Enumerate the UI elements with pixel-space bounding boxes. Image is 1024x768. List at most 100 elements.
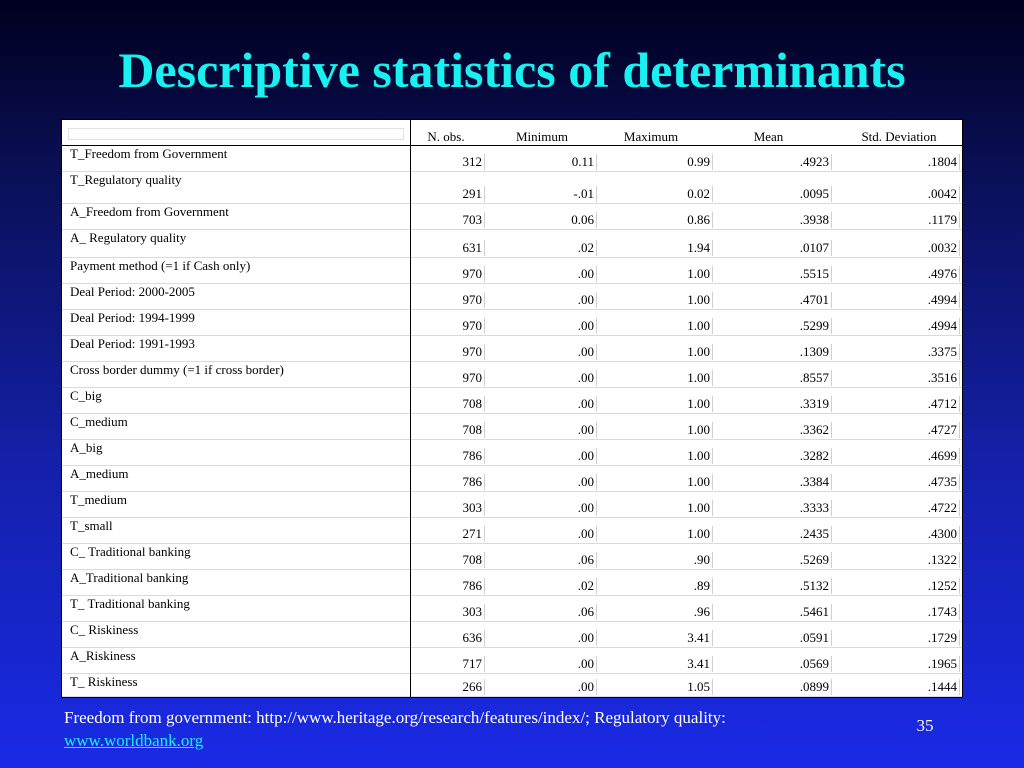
table-cell: .4727: [836, 422, 960, 438]
table-row: 970 .00 1.00.8557.3516: [411, 362, 962, 388]
row-label: Cross border dummy (=1 if cross border): [62, 362, 410, 388]
table-cell: 708: [411, 422, 485, 438]
table-cell: 0.06: [499, 212, 597, 228]
row-label: Deal Period: 1991-1993: [62, 336, 410, 362]
table-cell: .1804: [836, 154, 960, 170]
data-columns: N. obs. Minimum Maximum Mean Std. Deviat…: [411, 120, 962, 697]
table-row: 271 .00 1.00.2435.4300: [411, 518, 962, 544]
row-labels-column: T_Freedom from Government T_Regulatory qu…: [62, 120, 411, 697]
slide-number: 35: [916, 716, 934, 735]
table-row: 708 .06.90.5269.1322: [411, 544, 962, 570]
table-row: 708 .00 1.00.3362.4727: [411, 414, 962, 440]
table-cell: .00: [499, 526, 597, 542]
table-cell: .00: [499, 474, 597, 490]
row-label: A_Traditional banking: [62, 570, 410, 596]
table-cell: .4994: [836, 318, 960, 334]
table-cell: .0569: [716, 656, 832, 672]
table-cell: 786: [411, 448, 485, 464]
table-cell: 1.94: [601, 240, 713, 256]
table-cell: .1322: [836, 552, 960, 568]
table-cell: .0042: [836, 186, 960, 202]
table-cell: .00: [499, 656, 597, 672]
table-cell: 1.00: [601, 474, 713, 490]
table-cell: 708: [411, 396, 485, 412]
table-cell: .1965: [836, 656, 960, 672]
table-cell: .4994: [836, 292, 960, 308]
row-label: A_Freedom from Government: [62, 204, 410, 230]
table-cell: 0.02: [601, 186, 713, 202]
column-header-row: N. obs. Minimum Maximum Mean Std. Deviat…: [411, 120, 962, 146]
table-cell: .06: [499, 552, 597, 568]
table-cell: .4300: [836, 526, 960, 542]
table-cell: 0.99: [601, 154, 713, 170]
row-label: A_Riskiness: [62, 648, 410, 674]
table-row: 303 .06.96.5461.1743: [411, 596, 962, 622]
table-cell: 1.00: [601, 266, 713, 282]
table-cell: .1729: [836, 630, 960, 646]
table-row: 786 .00 1.00.3282.4699: [411, 440, 962, 466]
table-cell: 1.00: [601, 344, 713, 360]
table-row: 708 .00 1.00.3319.4712: [411, 388, 962, 414]
table-cell: .02: [499, 578, 597, 594]
source-footnote: Freedom from government: http://www.heri…: [64, 706, 864, 752]
row-label: C_medium: [62, 414, 410, 440]
table-cell: .90: [601, 552, 713, 568]
table-cell: .00: [499, 318, 597, 334]
table-cell: .0032: [836, 240, 960, 256]
table-cell: .1252: [836, 578, 960, 594]
table-cell: .5515: [716, 266, 832, 282]
table-cell: 1.00: [601, 500, 713, 516]
table-cell: .4976: [836, 266, 960, 282]
table-cell: 1.00: [601, 396, 713, 412]
table-cell: 708: [411, 552, 485, 568]
row-label: T_ Riskiness: [62, 674, 410, 697]
row-label: C_ Riskiness: [62, 622, 410, 648]
table-cell: 266: [411, 679, 485, 695]
row-label: Payment method (=1 if Cash only): [62, 258, 410, 284]
table-row: 291 -.01 0.02.0095.0042: [411, 172, 962, 204]
table-cell: 291: [411, 186, 485, 202]
table-cell: .1743: [836, 604, 960, 620]
column-header-n-obs: N. obs.: [427, 129, 465, 144]
table-cell: 786: [411, 578, 485, 594]
table-cell: 1.00: [601, 318, 713, 334]
row-label: A_big: [62, 440, 410, 466]
table-cell: 0.86: [601, 212, 713, 228]
table-cell: 303: [411, 604, 485, 620]
table-row: 970 .00 1.00.5515.4976: [411, 258, 962, 284]
table-cell: .00: [499, 292, 597, 308]
table-row: 970 .00 1.00.1309.3375: [411, 336, 962, 362]
table-cell: 3.41: [601, 656, 713, 672]
table-cell: .3384: [716, 474, 832, 490]
table-row: 786 .02.89.5132.1252: [411, 570, 962, 596]
table-cell: .1309: [716, 344, 832, 360]
table-cell: 303: [411, 500, 485, 516]
table-cell: .4699: [836, 448, 960, 464]
table-cell: 631: [411, 240, 485, 256]
row-label: C_big: [62, 388, 410, 414]
table-cell: .5269: [716, 552, 832, 568]
row-label: C_ Traditional banking: [62, 544, 410, 570]
row-label: A_medium: [62, 466, 410, 492]
worldbank-link[interactable]: www.worldbank.org: [64, 731, 204, 750]
column-header-mean: Mean: [753, 129, 784, 144]
table-cell: .0095: [716, 186, 832, 202]
table-cell: 1.00: [601, 448, 713, 464]
table-row: 312 0.11 0.99.4923.1804: [411, 146, 962, 172]
table-cell: .4712: [836, 396, 960, 412]
table-cell: 970: [411, 318, 485, 334]
table-cell: .00: [499, 396, 597, 412]
table-cell: 1.00: [601, 292, 713, 308]
row-label: Deal Period: 1994-1999: [62, 310, 410, 336]
table-cell: .00: [499, 679, 597, 695]
column-header-std-deviation: Std. Deviation: [861, 129, 937, 144]
table-row: 717 .00 3.41.0569.1965: [411, 648, 962, 674]
table-cell: .2435: [716, 526, 832, 542]
row-label: T_Freedom from Government: [62, 146, 410, 172]
table-cell: 970: [411, 266, 485, 282]
table-cell: 703: [411, 212, 485, 228]
table-row: 970 .00 1.00.4701.4994: [411, 284, 962, 310]
table-cell: .00: [499, 630, 597, 646]
table-cell: .1444: [836, 679, 960, 695]
table-cell: 970: [411, 292, 485, 308]
